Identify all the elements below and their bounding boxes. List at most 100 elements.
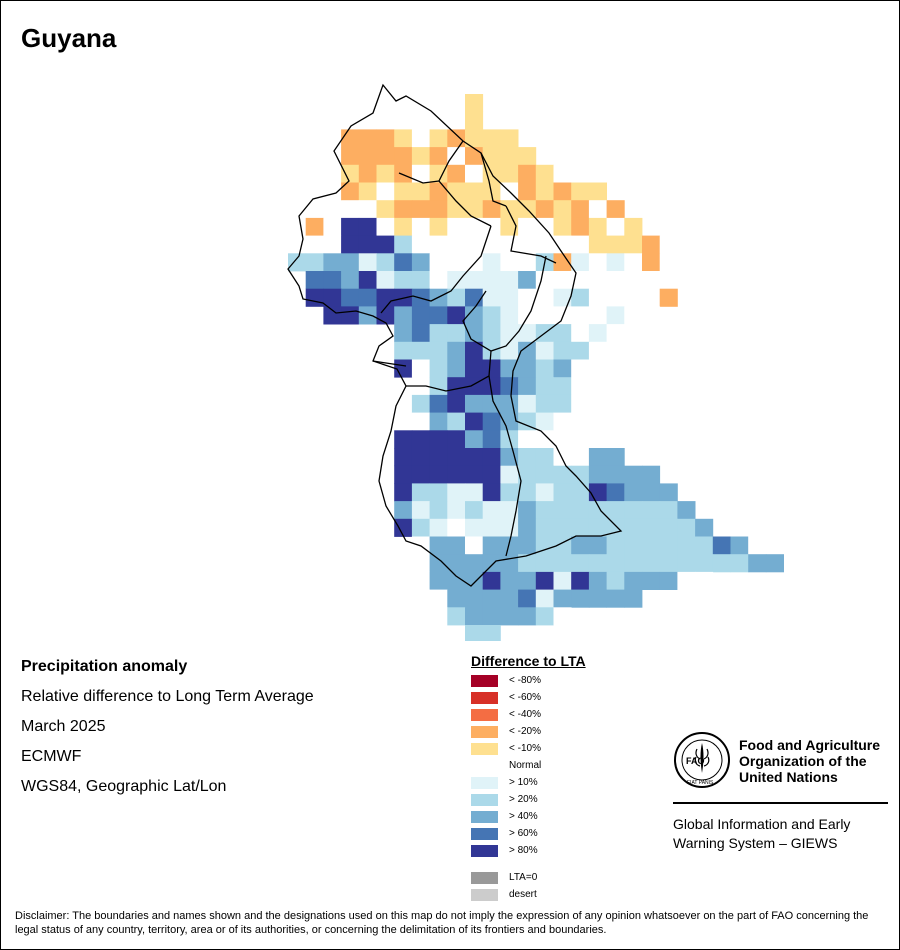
raster-cell xyxy=(500,518,519,537)
raster-cell xyxy=(748,554,767,573)
raster-cell xyxy=(429,182,448,201)
raster-cell xyxy=(465,147,484,166)
legend-swatch xyxy=(471,692,498,704)
raster-cell xyxy=(518,324,537,343)
raster-cell xyxy=(518,394,537,413)
raster-cell xyxy=(482,607,501,626)
raster-cell xyxy=(429,518,448,537)
raster-cell xyxy=(447,536,466,555)
raster-cell xyxy=(394,129,413,148)
raster-cell xyxy=(535,182,554,201)
raster-cell xyxy=(624,483,643,502)
raster-cell xyxy=(500,129,519,148)
raster-cell xyxy=(411,394,430,413)
anomaly-grid xyxy=(288,94,784,641)
legend: Difference to LTA < -80% < -60% < -40% < -2… xyxy=(471,653,586,904)
raster-cell xyxy=(376,217,395,236)
raster-cell xyxy=(465,430,484,449)
raster-cell xyxy=(394,518,413,537)
raster-cell xyxy=(712,536,731,555)
legend-label: > 20% xyxy=(509,794,538,805)
raster-cell xyxy=(535,465,554,484)
raster-cell xyxy=(447,235,466,254)
raster-cell xyxy=(411,253,430,272)
raster-cell xyxy=(429,448,448,467)
raster-cell xyxy=(659,554,678,573)
raster-cell xyxy=(553,324,572,343)
legend-swatch xyxy=(471,889,498,901)
raster-cell xyxy=(323,271,342,290)
map-title: Guyana xyxy=(21,23,117,53)
raster-cell xyxy=(411,164,430,183)
raster-cell xyxy=(394,147,413,166)
raster-cell xyxy=(482,518,501,537)
raster-cell xyxy=(411,465,430,484)
legend-label: < -40% xyxy=(509,709,541,720)
raster-cell xyxy=(518,430,537,449)
raster-cell xyxy=(447,589,466,608)
raster-cell xyxy=(341,253,360,272)
giews-line: Warning System – GIEWS xyxy=(673,835,838,851)
fao-name-line: Organization of the xyxy=(739,753,867,769)
raster-cell xyxy=(624,554,643,573)
raster-cell xyxy=(500,111,519,130)
raster-cell xyxy=(482,288,501,307)
raster-cell xyxy=(606,235,625,254)
raster-cell xyxy=(518,271,537,290)
raster-cell xyxy=(447,288,466,307)
raster-cell xyxy=(606,518,625,537)
raster-cell xyxy=(518,536,537,555)
raster-cell xyxy=(624,465,643,484)
raster-cell xyxy=(518,253,537,272)
giews-name: Global Information and Early Warning Sys… xyxy=(673,815,888,853)
raster-cell xyxy=(411,200,430,219)
raster-cell xyxy=(553,448,572,467)
raster-cell xyxy=(482,147,501,166)
raster-cell xyxy=(748,536,767,555)
raster-cell xyxy=(465,412,484,431)
raster-cell xyxy=(482,235,501,254)
raster-cell xyxy=(588,536,607,555)
raster-cell xyxy=(588,518,607,537)
raster-cell xyxy=(500,377,519,396)
raster-cell xyxy=(482,253,501,272)
raster-cell xyxy=(394,430,413,449)
raster-cell xyxy=(376,306,395,325)
raster-cell xyxy=(500,483,519,502)
raster-cell xyxy=(429,147,448,166)
raster-cell xyxy=(518,235,537,254)
raster-cell xyxy=(553,430,572,449)
raster-cell xyxy=(500,536,519,555)
raster-cell xyxy=(429,129,448,148)
raster-cell xyxy=(341,147,360,166)
disclaimer: Disclaimer: The boundaries and names sho… xyxy=(15,910,869,936)
raster-cell xyxy=(518,147,537,166)
raster-cell xyxy=(642,571,661,590)
legend-title: Difference to LTA xyxy=(471,653,586,669)
raster-cell xyxy=(447,483,466,502)
raster-cell xyxy=(500,607,519,626)
raster-cell xyxy=(535,518,554,537)
raster-cell xyxy=(571,394,590,413)
raster-cell xyxy=(535,571,554,590)
raster-cell xyxy=(571,448,590,467)
raster-cell xyxy=(588,341,607,360)
raster-cell xyxy=(500,253,519,272)
raster-cell xyxy=(358,200,377,219)
raster-cell xyxy=(535,412,554,431)
raster-cell xyxy=(429,377,448,396)
raster-cell xyxy=(553,341,572,360)
raster-cell xyxy=(553,465,572,484)
legend-label: > 60% xyxy=(509,828,538,839)
raster-cell xyxy=(535,377,554,396)
raster-cell xyxy=(571,377,590,396)
raster-cell xyxy=(482,448,501,467)
region-boundary xyxy=(380,225,492,314)
raster-cell xyxy=(411,571,430,590)
raster-cell xyxy=(447,253,466,272)
raster-cell xyxy=(447,324,466,343)
raster-cell xyxy=(571,589,590,608)
raster-cell xyxy=(588,448,607,467)
raster-cell xyxy=(677,571,696,590)
region-boundary xyxy=(438,140,492,227)
